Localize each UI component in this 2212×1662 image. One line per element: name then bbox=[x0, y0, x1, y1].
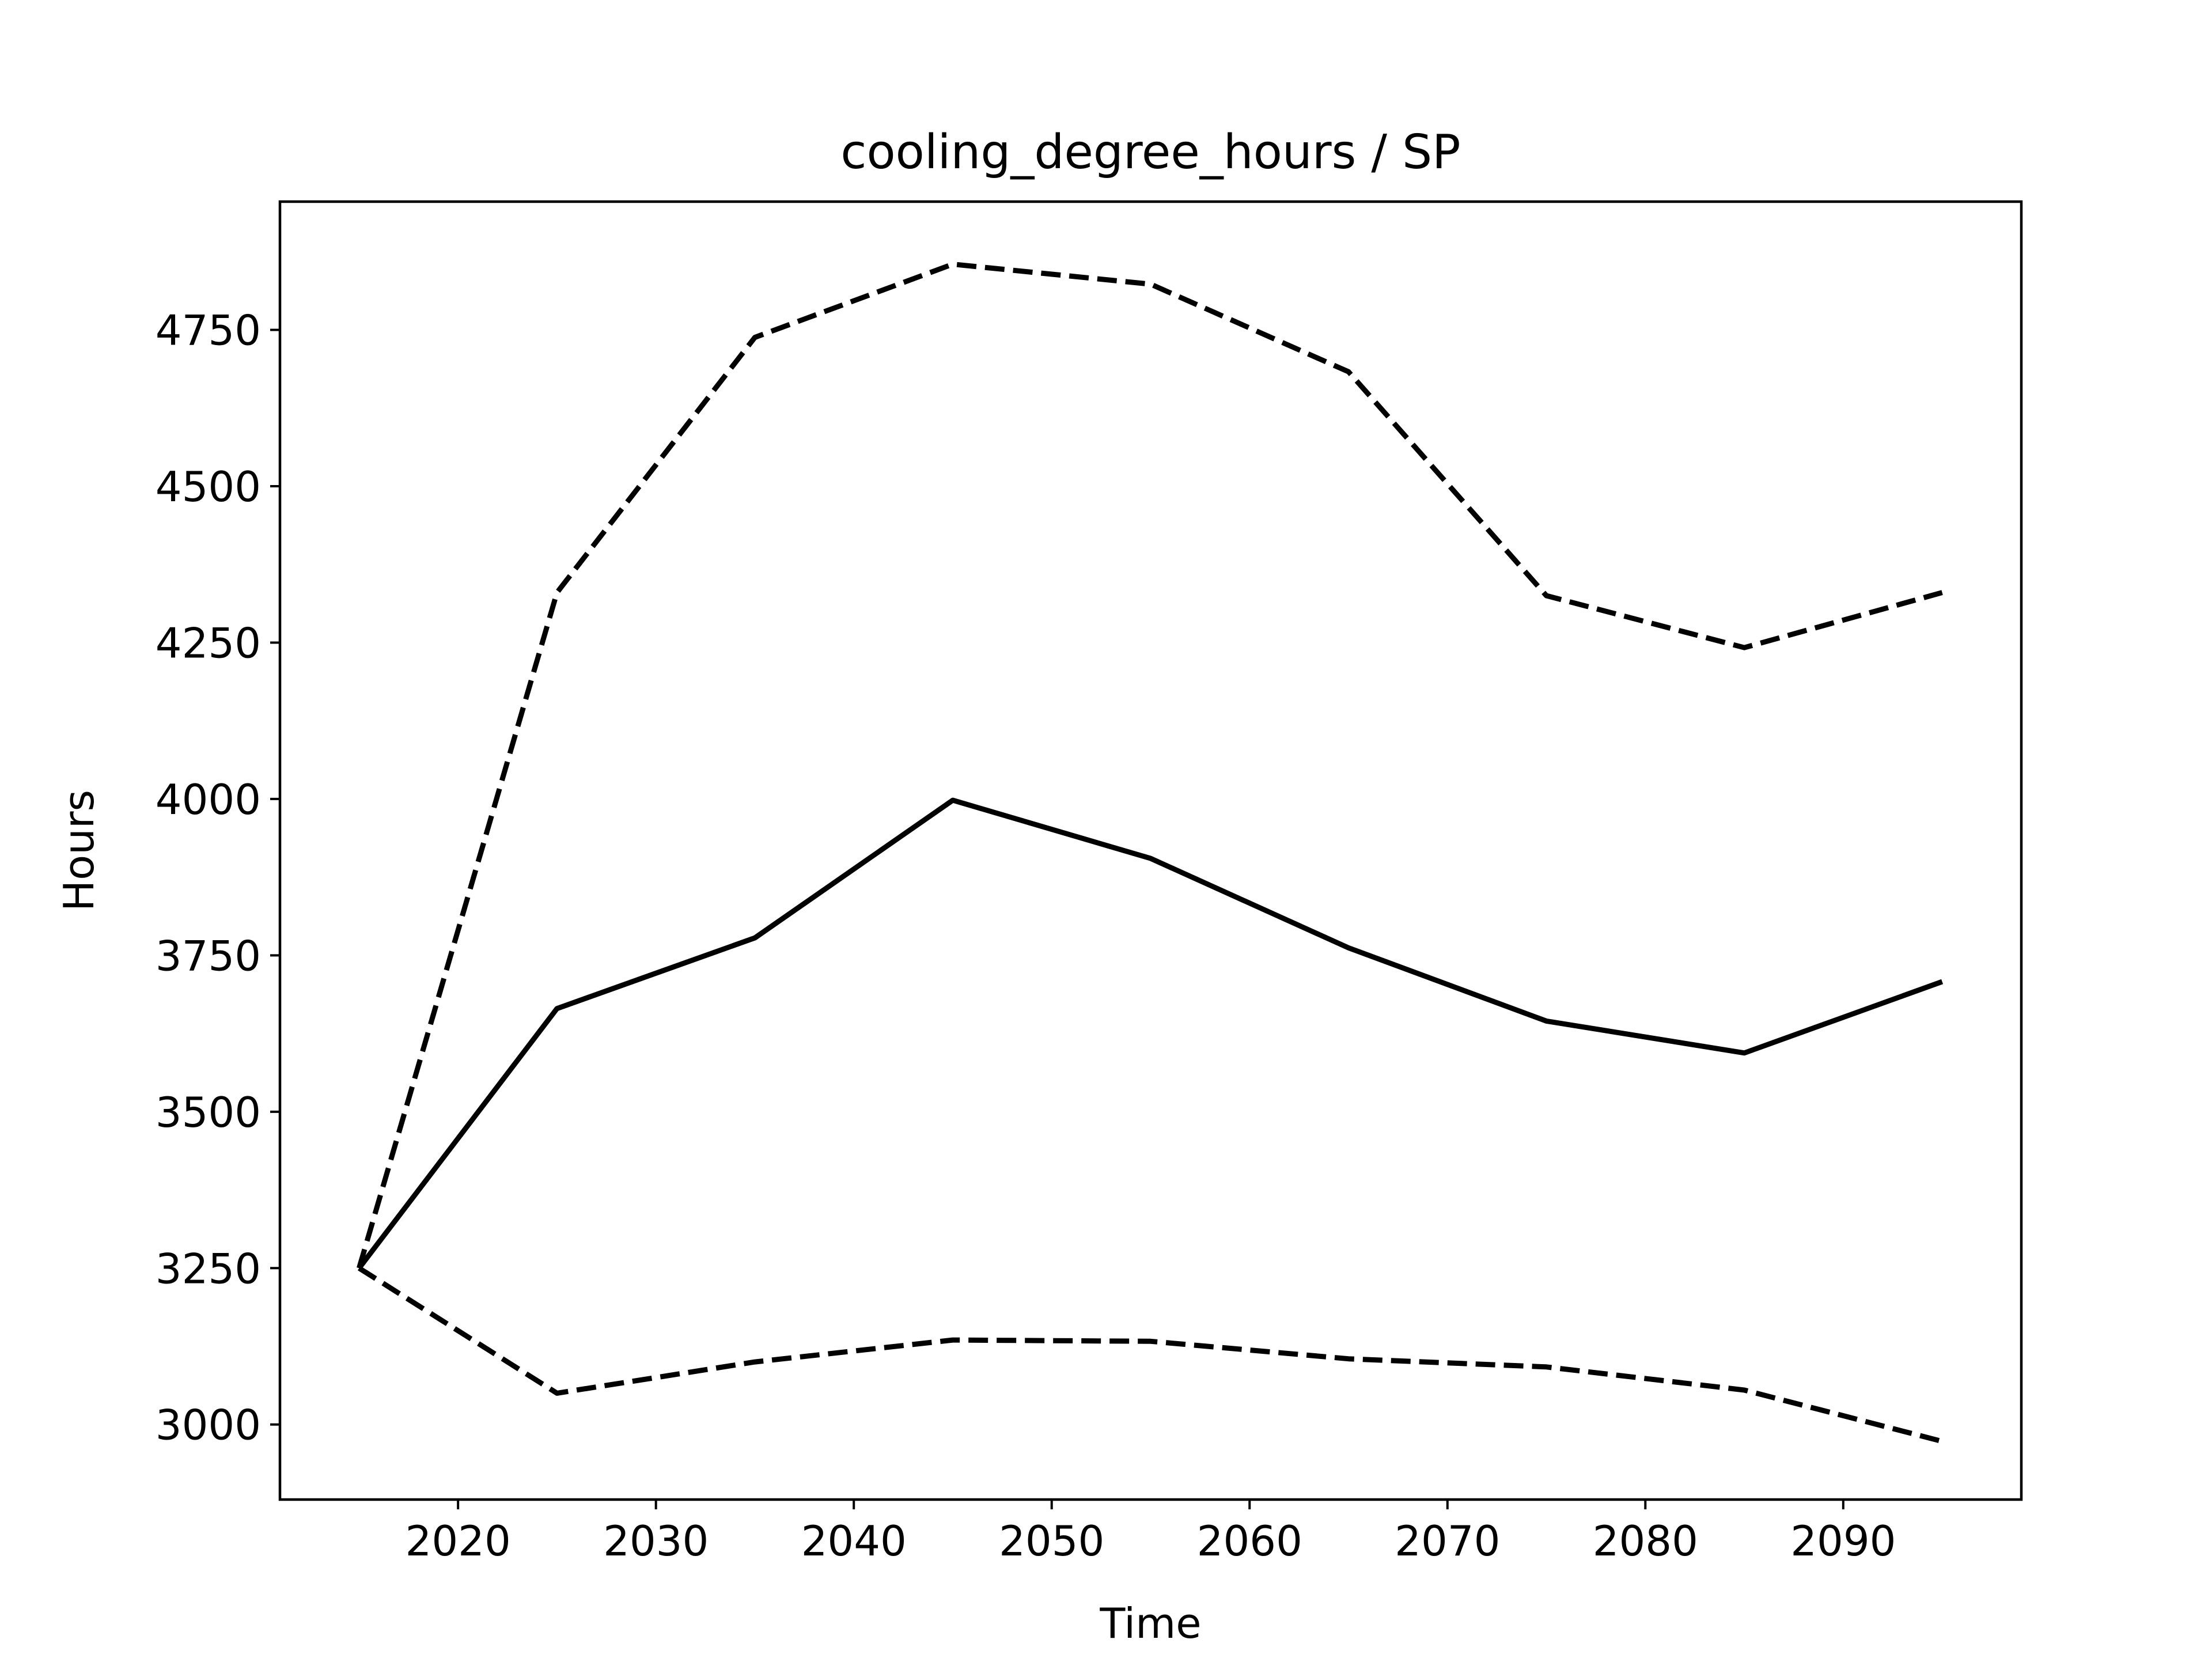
x-axis-label: Time bbox=[1099, 1599, 1201, 1648]
y-tick-label: 3000 bbox=[156, 1401, 261, 1449]
x-tick-label: 2040 bbox=[801, 1517, 907, 1565]
x-tick-label: 2020 bbox=[406, 1517, 511, 1565]
y-axis-label: Hours bbox=[55, 790, 103, 911]
x-tick-label: 2050 bbox=[999, 1517, 1104, 1565]
x-tick-label: 2030 bbox=[603, 1517, 709, 1565]
series-line-2 bbox=[357, 797, 1944, 1270]
x-tick-label: 2060 bbox=[1197, 1517, 1302, 1565]
y-tick-label: 4250 bbox=[156, 619, 261, 667]
y-tick-label: 4500 bbox=[156, 463, 261, 511]
series-line-3 bbox=[357, 1266, 1943, 1444]
x-tick-label: 2080 bbox=[1593, 1517, 1698, 1565]
chart-title: cooling_degree_hours / SP bbox=[840, 125, 1460, 180]
y-tick-label: 3750 bbox=[156, 932, 261, 980]
y-tick-label: 3250 bbox=[156, 1244, 261, 1293]
y-tick-label: 3500 bbox=[156, 1088, 261, 1137]
y-tick-label: 4000 bbox=[156, 775, 261, 824]
plot-area-frame bbox=[278, 200, 2023, 1501]
y-tick-label: 4750 bbox=[156, 306, 261, 355]
x-tick-label: 2090 bbox=[1790, 1517, 1896, 1565]
x-tick-label: 2070 bbox=[1395, 1517, 1500, 1565]
